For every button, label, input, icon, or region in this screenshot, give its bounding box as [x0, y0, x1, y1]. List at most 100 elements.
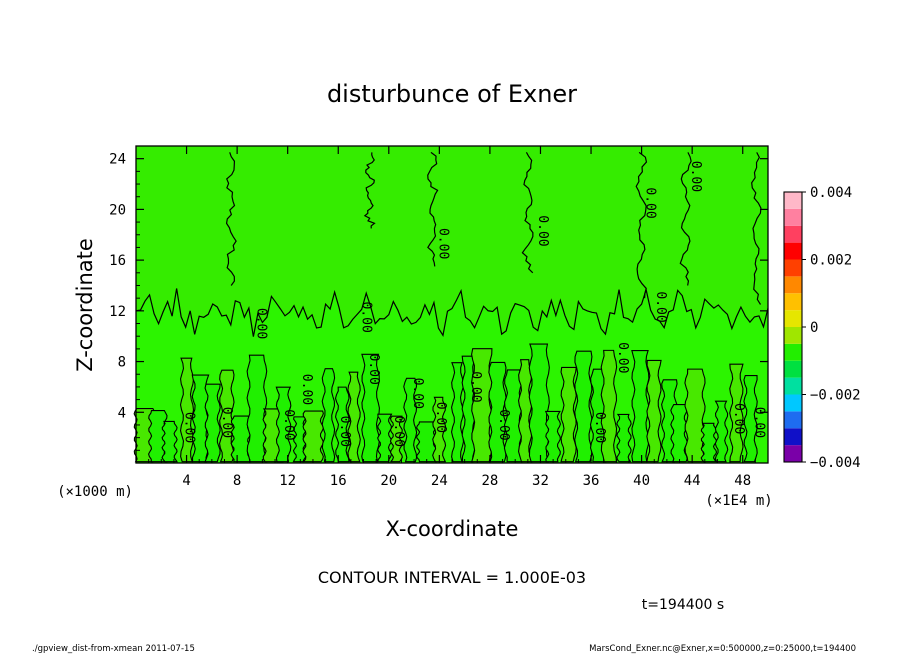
contour-line — [135, 287, 769, 337]
x-tick-label: 8 — [233, 473, 241, 489]
colorbar-swatch — [784, 377, 802, 395]
colorbar-swatch — [784, 428, 802, 446]
colorbar-tick-label: −0.002 — [810, 388, 861, 404]
colorbar-tick-label: 0 — [810, 320, 818, 336]
contour-loop — [321, 368, 336, 463]
contour-loop — [729, 363, 744, 463]
contour-line — [225, 152, 237, 286]
contour-label: 0.00 — [433, 402, 448, 433]
y-axis: 4 8 12 16 20 24 — [109, 152, 768, 451]
y-tick-label: 12 — [109, 304, 126, 320]
x-tick-label: 44 — [684, 473, 701, 489]
contour-loop — [631, 350, 650, 463]
contour-loop — [376, 413, 393, 463]
contour-label: 0.00 — [337, 416, 352, 447]
y-tick-label: 16 — [109, 253, 126, 269]
contour-loop — [179, 357, 195, 463]
contour-lines — [135, 151, 769, 337]
contour-loop — [471, 348, 493, 463]
chart-title: disturbunce of Exner — [327, 80, 577, 108]
colorbar-swatch — [784, 445, 802, 462]
contour-line — [679, 152, 692, 286]
contour-loop — [670, 404, 688, 463]
x-tick-label: 20 — [380, 473, 397, 489]
y-tick-label: 20 — [109, 202, 126, 218]
x-tick-label: 16 — [330, 473, 347, 489]
contour-loop — [616, 413, 632, 463]
contour-label: 0.00 — [366, 354, 381, 385]
colorbar-swatch — [784, 343, 802, 361]
contour-loop — [544, 410, 561, 463]
contour-label: 0.00 — [688, 161, 703, 192]
plot-area: 0.00 0.00 0.00 0.00 0.00 0.00 0.00 0.00 0.00 0.00… — [133, 145, 769, 464]
contour-loop — [450, 362, 465, 463]
footer-left: ./gpview_dist-from-xmean 2011-07-15 — [32, 644, 195, 654]
x-tick-label: 48 — [734, 473, 751, 489]
footer-right: MarsCond_Exner.nc@Exner,x=0:500000,z=0:2… — [589, 644, 856, 654]
x-axis: 4 8 12 16 20 24 28 32 36 40 44 48 — [148, 146, 756, 489]
colorbar-swatch — [784, 394, 802, 412]
contour-label: 0.00 — [435, 228, 450, 259]
y-axis-label: Z-coordinate — [73, 238, 97, 372]
colorbar-swatch — [784, 276, 802, 294]
contour-loop — [334, 386, 350, 463]
contour-label: 0.00 — [592, 412, 607, 443]
time-label: t=194400 s — [642, 597, 724, 613]
colorbar-tick-label: 0.004 — [810, 185, 852, 201]
colorbar-tick-label: −0.004 — [810, 455, 861, 471]
contour-label: 0.00 — [253, 308, 268, 339]
x-axis-label: X-coordinate — [386, 517, 519, 541]
contour-label: 0.00 — [181, 412, 196, 443]
y-tick-label: 8 — [118, 355, 126, 371]
contour-label: 0.00 — [391, 416, 406, 447]
contour-loop — [488, 361, 507, 463]
contour-line — [635, 151, 648, 299]
colorbar-swatch — [784, 360, 802, 378]
colorbar-swatch — [784, 411, 802, 429]
contour-loop — [191, 374, 210, 463]
upper-band — [136, 146, 768, 337]
colorbar: 0.004 0.002 0 −0.002 −0.004 — [783, 185, 861, 471]
x-tick-label: 32 — [532, 473, 549, 489]
contour-loop — [528, 343, 550, 463]
x-tick-label: 24 — [431, 473, 448, 489]
x-tick-label: 40 — [633, 473, 650, 489]
contour-label: 0.00 — [496, 409, 511, 440]
contour-loop — [347, 371, 361, 463]
contour-loop — [432, 396, 447, 463]
contour-loop — [700, 422, 718, 463]
contour-loop — [275, 386, 292, 463]
colorbar-swatch — [784, 310, 802, 327]
contour-line — [363, 152, 376, 229]
contour-labels: 0.00 0.00 0.00 0.00 0.00 0.00 0.00 0.00 0.00 0.00… — [181, 161, 766, 447]
contour-loop — [714, 400, 729, 463]
contour-loop — [161, 420, 178, 463]
contour-label: 0.00 — [643, 187, 658, 218]
lower-region-fill — [133, 343, 758, 463]
contour-line — [751, 152, 762, 305]
x-tick-label: 28 — [481, 473, 498, 489]
contour-loop — [204, 383, 221, 463]
colorbar-swatch — [784, 293, 802, 311]
x-unit-label: (×1E4 m) — [705, 493, 772, 509]
contour-label: 0.00 — [219, 407, 234, 438]
contour-loop — [600, 349, 618, 463]
contour-loop — [574, 350, 593, 463]
contour-interval-text: CONTOUR INTERVAL = 1.000E-03 — [318, 568, 586, 587]
contour-loop — [302, 410, 324, 463]
contour-loop — [389, 415, 403, 463]
contour-line — [427, 151, 439, 267]
contour-label: 0.00 — [358, 302, 373, 333]
y-unit-label: (×1000 m) — [57, 484, 133, 500]
upper-region-fill — [136, 146, 768, 337]
contour-label: 0.00 — [410, 378, 425, 409]
colorbar-swatch — [784, 242, 802, 260]
x-tick-label: 36 — [583, 473, 600, 489]
contour-loop — [646, 359, 662, 463]
colorbar-tick-label: 0.002 — [810, 253, 852, 269]
x-tick-label: 4 — [182, 473, 190, 489]
contour-label: 0.00 — [731, 403, 746, 434]
contour-label: 0.00 — [615, 342, 630, 373]
contour-label: 0.00 — [535, 215, 550, 246]
